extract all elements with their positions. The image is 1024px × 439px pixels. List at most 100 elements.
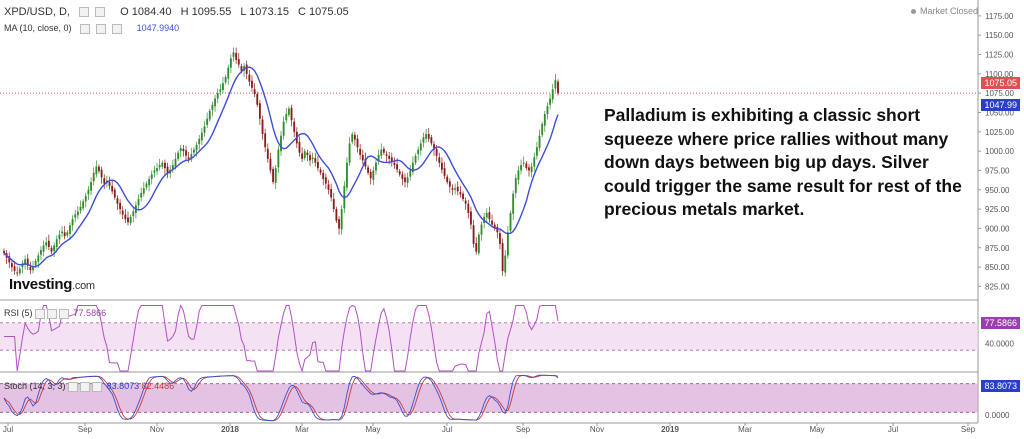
candle-body: [356, 138, 359, 148]
x-tick-label: Sep: [78, 425, 93, 434]
candle-body: [501, 243, 504, 271]
candle-body: [409, 170, 412, 177]
close-icon[interactable]: [112, 23, 123, 34]
close-icon[interactable]: [95, 7, 106, 18]
x-tick-label: Nov: [590, 425, 604, 434]
close-value: C 1075.05: [298, 6, 349, 18]
candle-body: [372, 170, 375, 180]
symbol-label[interactable]: XPD/USD, D,: [4, 6, 71, 18]
candle-body: [277, 149, 280, 168]
candle-body: [227, 67, 230, 79]
candle-body: [377, 155, 380, 162]
candle-body: [148, 178, 151, 186]
candle-body: [388, 155, 391, 159]
candle-body: [430, 137, 433, 144]
candle-body: [324, 177, 327, 184]
visibility-icon[interactable]: [80, 23, 91, 34]
visibility-icon[interactable]: [68, 381, 79, 392]
rsi-legend: RSI (5) 77.5866: [4, 308, 106, 319]
stoch-label[interactable]: Stoch (14, 3, 3): [4, 381, 66, 391]
candle-body: [185, 150, 187, 156]
close-icon[interactable]: [92, 381, 103, 392]
y-tick-label: 1075.00: [985, 89, 1014, 98]
settings-icon[interactable]: [80, 381, 91, 392]
chart-header: XPD/USD, D, O 1084.40 H 1095.55 L 1073.1…: [4, 6, 355, 18]
settings-icon[interactable]: [47, 308, 58, 319]
candle-body: [520, 165, 522, 171]
candle-body: [158, 165, 161, 168]
ma-tag: 1047.99: [981, 99, 1020, 111]
candle-body: [119, 202, 121, 210]
ma-series-line: [3, 66, 559, 268]
rsi-label[interactable]: RSI (5): [4, 308, 33, 318]
y-tick-label: 1175.00: [985, 12, 1014, 21]
y-tick-label: 1025.00: [985, 128, 1014, 137]
candle-body: [100, 169, 103, 178]
ma-label[interactable]: MA (10, close, 0): [4, 23, 72, 33]
candle-body: [222, 83, 224, 91]
stoch-band: [0, 383, 978, 413]
candle-body: [10, 263, 13, 268]
candle-body: [63, 232, 66, 237]
candle-body: [219, 89, 222, 92]
candle-body: [200, 132, 203, 141]
candle-body: [454, 188, 457, 190]
candle-body: [448, 181, 451, 187]
candle-body: [346, 162, 348, 188]
market-status-text: Market Closed: [919, 6, 978, 16]
candle-body: [390, 157, 393, 162]
candle-body: [108, 182, 111, 186]
candle-body: [161, 162, 164, 167]
visibility-icon[interactable]: [35, 308, 46, 319]
candle-body: [8, 256, 11, 263]
candle-body: [369, 172, 372, 179]
candle-body: [171, 165, 174, 169]
candle-body: [504, 255, 507, 273]
candle-body: [251, 80, 253, 88]
candle-body: [306, 152, 309, 155]
candle-body: [190, 154, 193, 159]
candle-body: [29, 267, 32, 271]
settings-icon[interactable]: [96, 23, 107, 34]
candle-body: [37, 255, 40, 262]
candle-body: [66, 232, 69, 236]
candle-body: [24, 259, 27, 264]
candle-body: [285, 114, 288, 121]
x-tick-label: Jul: [3, 425, 13, 434]
stoch-controls[interactable]: [68, 381, 104, 392]
rsi-value: 77.5866: [73, 308, 107, 318]
candle-body: [208, 110, 211, 120]
candle-body: [174, 158, 177, 167]
candle-body: [261, 119, 264, 135]
candle-body: [385, 154, 388, 156]
candle-body: [530, 166, 533, 173]
candle-body: [150, 174, 153, 179]
candle-body: [443, 168, 446, 176]
candle-body: [435, 148, 438, 156]
header-controls[interactable]: [79, 6, 111, 18]
ma-controls[interactable]: [80, 23, 128, 34]
candle-body: [3, 250, 5, 254]
rsi-controls[interactable]: [35, 308, 71, 319]
candle-body: [103, 178, 106, 184]
candle-body: [79, 206, 82, 211]
candle-body: [375, 162, 377, 171]
candle-body: [269, 158, 272, 171]
candle-body: [195, 144, 198, 151]
x-tick-label: Sep: [516, 425, 531, 434]
ma-legend: MA (10, close, 0) 1047.9940: [4, 23, 185, 34]
candle-body: [282, 121, 285, 136]
candle-body: [514, 178, 517, 193]
candle-body: [111, 185, 114, 192]
candle-body: [406, 177, 409, 183]
candle-body: [543, 114, 546, 126]
candle-body: [53, 245, 56, 251]
candle-body: [266, 148, 269, 159]
candle-body: [340, 209, 343, 230]
stoch-tag: 83.8073: [981, 380, 1020, 392]
y-tick-label: 850.00: [985, 263, 1010, 272]
close-icon[interactable]: [59, 308, 70, 319]
settings-icon[interactable]: [79, 7, 90, 18]
candle-body: [179, 148, 182, 152]
